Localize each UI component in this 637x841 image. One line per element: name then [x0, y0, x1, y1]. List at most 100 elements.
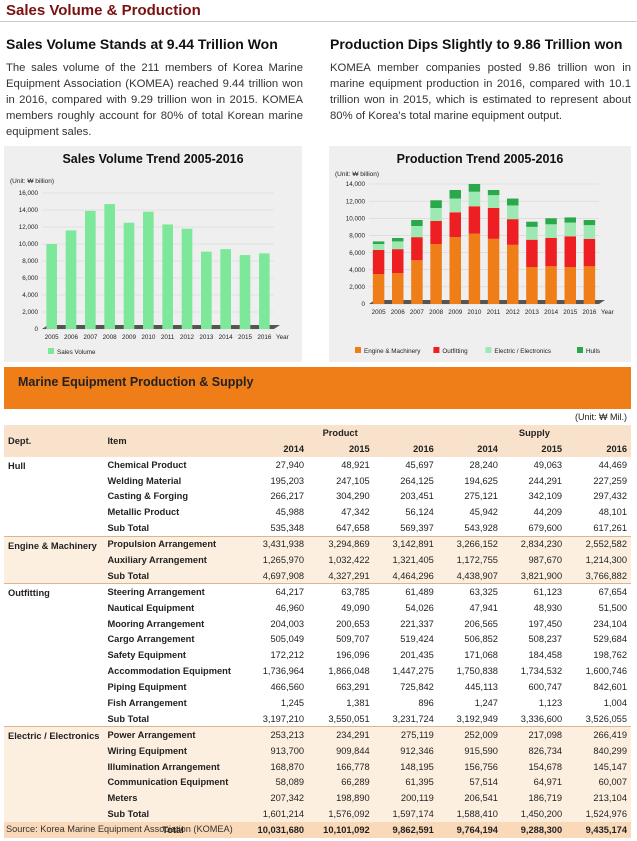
bar: [507, 219, 519, 245]
bar: [162, 224, 173, 329]
value-cell: 1,736,964: [262, 666, 305, 677]
production-chart-svg: (Unit: ₩ billion) 0 2,000 4,000 6,000 8,000 10…: [335, 171, 614, 355]
value-cell: 304,290: [336, 491, 370, 502]
year-header: 2015: [308, 440, 374, 457]
bar: [143, 211, 154, 329]
x-tick-label: 2007: [410, 309, 425, 316]
value-cell: 45,697: [405, 459, 434, 470]
value-cell: 4,697,908: [262, 570, 305, 581]
value-cell: 61,123: [501, 583, 567, 600]
production-trend-chart: Production Trend 2005-2016 (Unit: ₩ bill…: [329, 146, 631, 362]
value-cell: 49,090: [341, 602, 370, 613]
item-cell: Meters: [107, 793, 138, 804]
value-cell: 3,197,210: [262, 713, 305, 724]
value-cell: 909,844: [336, 745, 370, 756]
x-tick-label: 2008: [429, 309, 444, 316]
value-cell: 54,026: [405, 602, 434, 613]
value-cell: 3,142,891: [373, 535, 438, 553]
value-cell: 1,247: [474, 697, 498, 708]
x-tick-label: 2009: [122, 334, 137, 341]
table-title: Marine Equipment Production & Supply: [18, 375, 254, 389]
item-cell: Nautical Equipment: [107, 602, 195, 613]
value-cell: 194,625: [464, 475, 498, 486]
table-row: Electric / Electronics Power Arrangement 2…: [4, 726, 631, 823]
bar: [430, 220, 442, 244]
item-cell: Metallic Product: [107, 507, 180, 518]
value-cell: 509,707: [336, 634, 370, 645]
bar: [239, 255, 251, 329]
table-row: Meters 207,342 198,890 200,119 206,541 186,71…: [4, 790, 631, 807]
value-cell: 203,451: [400, 491, 434, 502]
y-tick-label: 6,000: [349, 250, 365, 257]
value-cell: 221,337: [400, 618, 434, 629]
value-cell: 725,842: [400, 682, 434, 693]
y-tick-label: 10,000: [346, 215, 366, 222]
total-value-cell: 10,101,092: [308, 822, 374, 839]
table-row: Engine & Machinery Propulsion Arrangement…: [4, 535, 631, 584]
bar: [507, 198, 519, 206]
table-row: Welding Material 195,203 247,105 264,125 194…: [4, 473, 631, 489]
value-cell: 171,068: [464, 650, 498, 661]
value-cell: 3,526,055: [585, 713, 627, 724]
bar: [65, 230, 77, 329]
y-tick-label: 8,000: [349, 233, 365, 240]
value-cell: 266,419: [566, 726, 631, 743]
bar: [564, 217, 576, 223]
value-cell: 48,101: [598, 507, 627, 518]
y-tick-label: 14,000: [346, 181, 366, 188]
table-row: Accommodation Equipment 1,736,964 1,866,04…: [4, 663, 631, 679]
value-cell: 445,113: [465, 682, 498, 693]
y-tick-label: 4,000: [22, 292, 38, 299]
bar: [201, 251, 212, 329]
legend-label: Sales Volume: [57, 349, 96, 356]
value-cell: 840,299: [593, 745, 627, 756]
y-tick-label: 2,000: [22, 309, 38, 316]
production-supply-table: Marine Equipment Production & Supply (Un…: [4, 367, 631, 839]
left-article-heading: Sales Volume Stands at 9.44 Trillion Won: [6, 36, 278, 52]
value-cell: 234,291: [308, 726, 374, 743]
table-row: Sub Total 535,348 647,658 569,397 543,928 679…: [4, 520, 631, 536]
value-cell: 200,653: [336, 618, 370, 629]
value-cell: 1,245: [280, 697, 305, 708]
chart-unit-label: (Unit: ₩ billion): [335, 171, 379, 178]
item-cell: Sub Total: [107, 522, 150, 533]
y-tick-label: 12,000: [19, 224, 39, 231]
value-cell: 505,049: [270, 634, 305, 645]
value-cell: 166,778: [336, 761, 370, 772]
table-row: Sub Total 1,601,214 1,576,092 1,597,174 1,58…: [4, 806, 631, 823]
value-cell: 47,941: [469, 602, 498, 613]
value-cell: 1,172,755: [456, 554, 498, 565]
bar: [526, 267, 538, 304]
table-row: Safety Equipment 172,212 196,096 201,435 171…: [4, 647, 631, 663]
page-title: Sales Volume & Production: [6, 2, 201, 19]
value-cell: 679,600: [528, 522, 563, 533]
value-cell: 204,003: [270, 618, 305, 629]
value-cell: 45,942: [469, 507, 498, 518]
x-tick-label: 2008: [103, 334, 118, 341]
value-cell: 4,327,291: [328, 570, 370, 581]
table-row: Cargo Arrangement 505,049 509,707 519,424 50…: [4, 631, 631, 647]
value-cell: 184,458: [528, 650, 563, 661]
value-cell: 200,119: [400, 793, 434, 804]
bar: [411, 260, 423, 304]
value-cell: 168,870: [270, 761, 305, 772]
year-header: 2016: [373, 440, 438, 457]
dept-cell: Electric / Electronics: [4, 726, 104, 823]
value-cell: 896: [418, 697, 434, 708]
x-tick-label: 2012: [180, 334, 195, 341]
value-cell: 912,346: [400, 745, 434, 756]
x-tick-label: 2012: [506, 309, 521, 316]
x-tick-label: 2014: [219, 334, 234, 341]
value-cell: 3,231,724: [392, 713, 434, 724]
value-cell: 535,348: [270, 522, 305, 533]
x-tick-label: 2015: [238, 334, 253, 341]
item-cell: Power Arrangement: [103, 726, 243, 743]
table-row: Auxiliary Arrangement 1,265,970 1,032,422 1…: [4, 552, 631, 568]
value-cell: 297,432: [593, 491, 627, 502]
total-label: Total: [103, 822, 243, 839]
value-cell: 1,321,405: [392, 554, 434, 565]
value-cell: 61,489: [373, 583, 438, 600]
table-row: Piping Equipment 466,560 663,291 725,842 445…: [4, 679, 631, 695]
supply-header: Supply: [437, 424, 631, 441]
value-cell: 1,750,838: [456, 666, 498, 677]
